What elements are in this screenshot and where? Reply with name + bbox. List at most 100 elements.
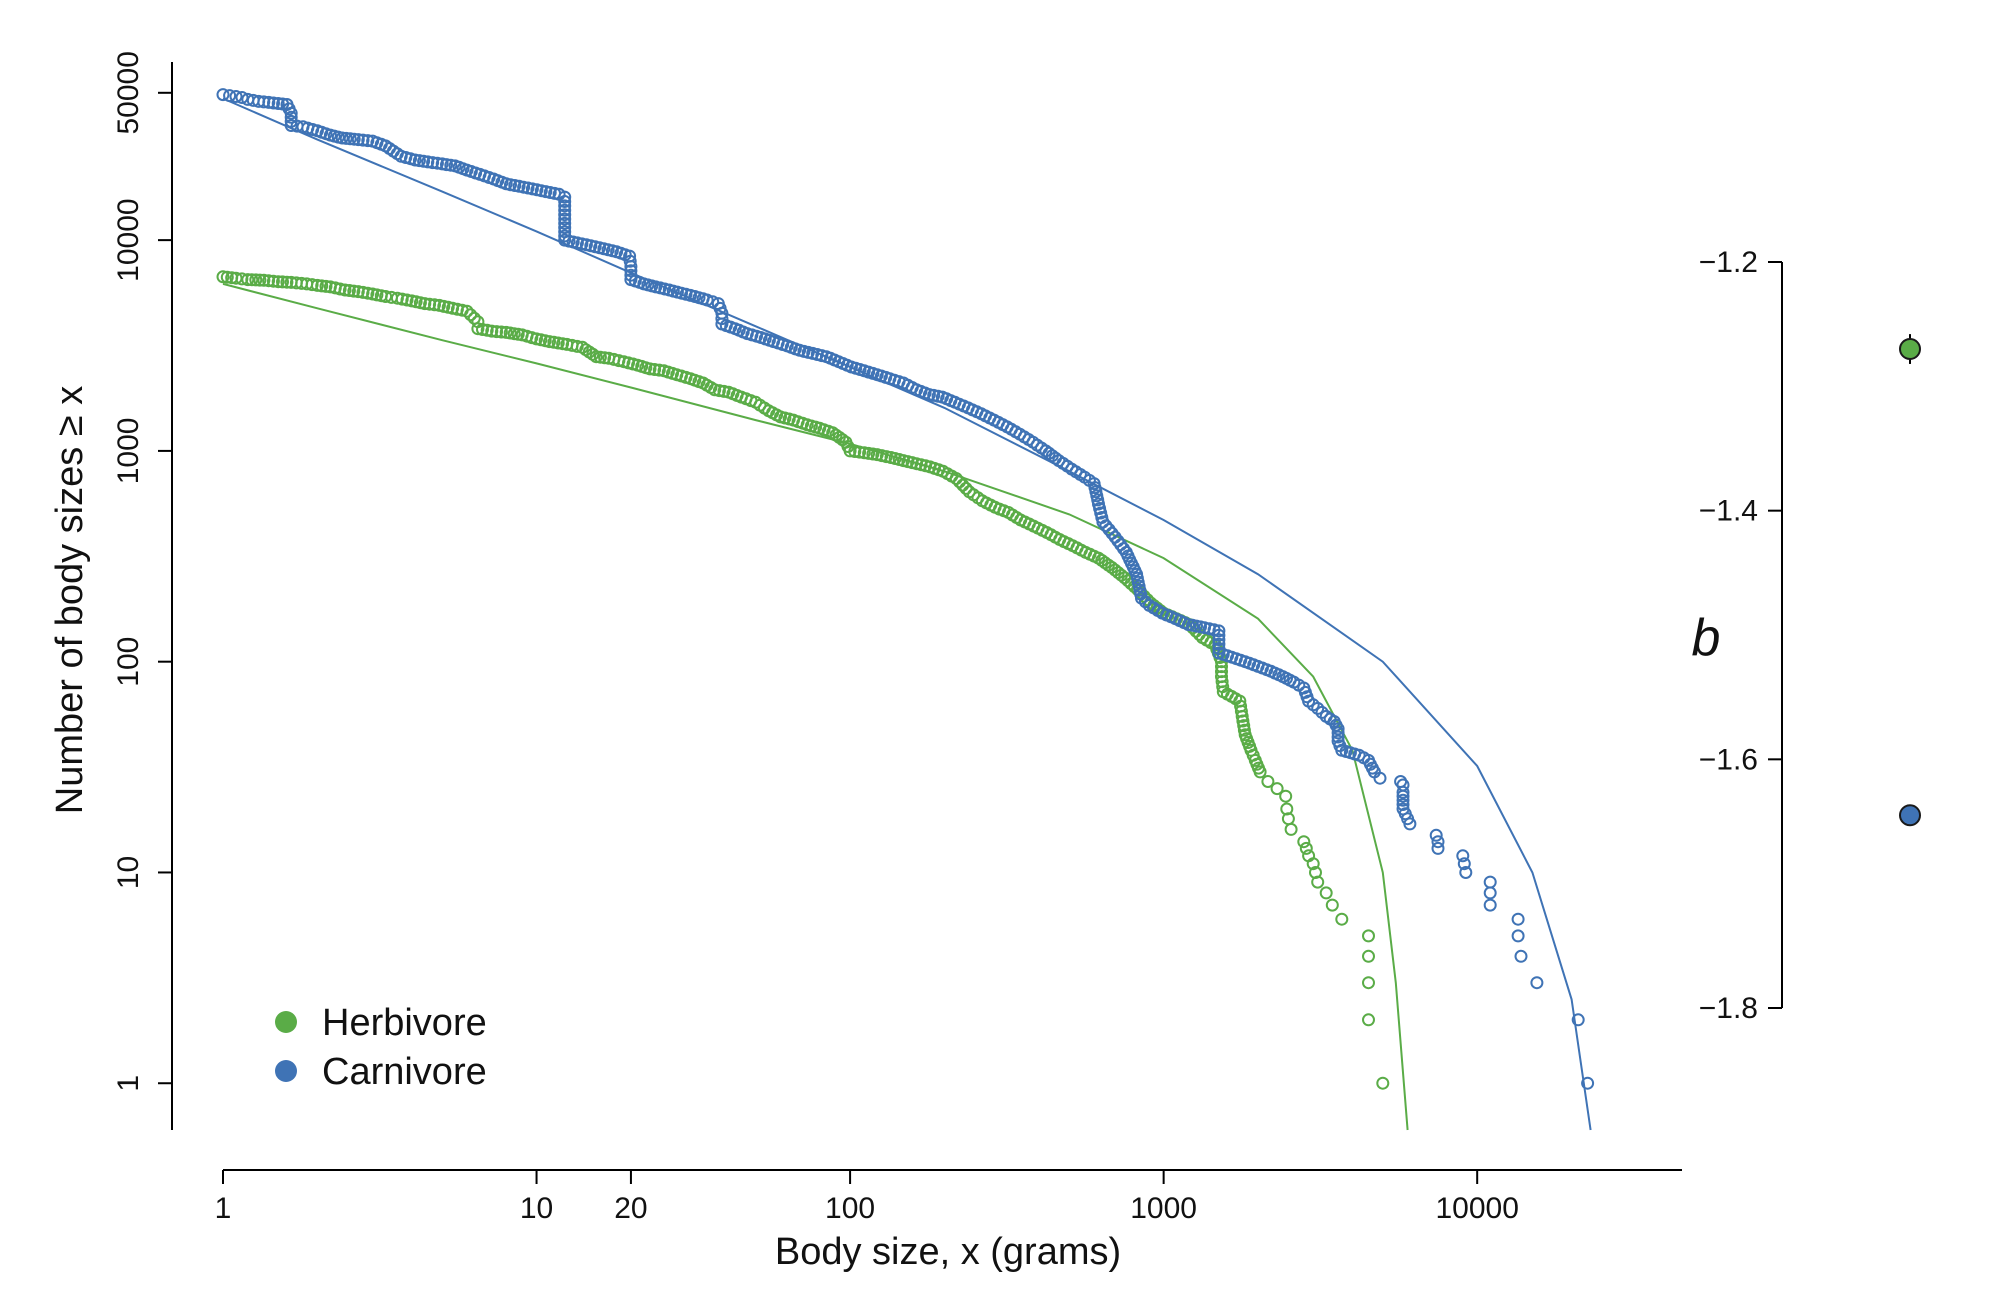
data-point-herbivore (310, 278, 324, 292)
data-point-carnivore (1431, 841, 1445, 855)
data-point-herbivore (464, 308, 478, 322)
y-tick-label: 10000 (112, 198, 145, 281)
data-point-carnivore (223, 89, 237, 103)
data-point-carnivore (1331, 730, 1345, 744)
data-point-herbivore (717, 384, 731, 398)
y-tick-label: 100 (112, 637, 145, 687)
data-point-carnivore (1135, 591, 1148, 605)
data-point-herbivore (361, 286, 375, 300)
y-axis-title: Number of body sizes ≥ x (49, 386, 91, 814)
data-point-carnivore (1396, 785, 1410, 799)
data-point-herbivore (1306, 857, 1320, 871)
data-point-carnivore (440, 158, 453, 172)
data-point-herbivore (857, 446, 871, 460)
data-point-herbivore (418, 297, 432, 311)
data-point-carnivore (284, 106, 298, 120)
data-point-herbivore (249, 273, 263, 287)
data-point-herbivore (305, 278, 319, 292)
data-point-herbivore (652, 363, 666, 377)
data-point-herbivore (494, 325, 508, 339)
data-point-carnivore (558, 190, 572, 204)
data-point-herbivore (356, 285, 370, 299)
data-point-carnivore (1511, 912, 1525, 926)
data-point-herbivore (643, 362, 657, 376)
data-point-herbivore (848, 445, 862, 458)
data-point-herbivore (379, 290, 393, 303)
y-tick-label: 1 (112, 1075, 145, 1092)
data-point-carnivore (558, 199, 572, 213)
data-point-herbivore (598, 351, 612, 365)
data-point-herbivore (262, 274, 276, 288)
y-tick-label: 50000 (112, 51, 145, 134)
data-point-herbivore (862, 446, 876, 460)
data-point-carnivore (421, 155, 435, 169)
legend-label-herbivore: Herbivore (322, 1002, 487, 1044)
b-tick-label: −1.2 (1699, 246, 1758, 279)
data-point-herbivore (315, 279, 329, 293)
data-point-herbivore (241, 273, 255, 287)
data-point-carnivore (1396, 789, 1410, 803)
y-tick-label: 10 (112, 856, 145, 889)
data-point-herbivore (1335, 912, 1349, 926)
data-point-carnivore (1315, 705, 1329, 719)
b-axis-ticks: −1.2 −1.4 −1.6 −1.8 (1699, 246, 1782, 1025)
data-point-carnivore (558, 216, 572, 230)
data-point-carnivore (1403, 817, 1417, 831)
data-point-carnivore (267, 96, 280, 110)
data-point-herbivore (1279, 789, 1293, 803)
data-point-herbivore (959, 481, 973, 495)
data-point-herbivore (1253, 765, 1267, 779)
data-point-herbivore (220, 270, 234, 284)
data-point-carnivore (1514, 949, 1528, 963)
data-point-herbivore (1236, 714, 1250, 728)
data-point-herbivore (266, 274, 280, 288)
b-point-carnivore (1899, 804, 1921, 827)
data-point-herbivore (1270, 782, 1284, 796)
data-point-carnivore (1483, 886, 1497, 900)
main-plot: 1 10 20 100 1000 10000 1 10 100 1000 10000 50000 B… (49, 51, 1682, 1273)
data-point-herbivore (949, 472, 963, 485)
data-point-carnivore (1212, 633, 1226, 647)
legend-marker-herbivore (275, 1011, 297, 1033)
data-points (216, 88, 1595, 1090)
data-point-herbivore (712, 384, 726, 398)
data-point-carnivore (1571, 1013, 1585, 1027)
data-point-carnivore (1457, 857, 1471, 871)
data-point-herbivore (708, 383, 722, 397)
data-point-carnivore (1459, 866, 1473, 879)
data-point-herbivore (480, 323, 494, 337)
data-point-herbivore (235, 272, 249, 286)
data-point-carnivore (284, 110, 298, 124)
data-point-carnivore (257, 95, 271, 109)
data-point-herbivore (490, 325, 504, 339)
data-point-carnivore (351, 133, 365, 147)
data-point-herbivore (423, 297, 437, 311)
x-axis-title: Body size, x (grams) (775, 1231, 1121, 1273)
data-point-carnivore (1483, 875, 1497, 889)
data-point-carnivore (1138, 595, 1152, 609)
data-point-carnivore (558, 212, 572, 226)
fit-line-carnivore (222, 97, 1592, 1131)
data-point-herbivore (1237, 719, 1251, 733)
data-point-carnivore (558, 221, 572, 235)
data-point-carnivore (558, 203, 572, 217)
data-point-carnivore (1530, 976, 1544, 990)
data-point-carnivore (216, 88, 230, 102)
x-tick-label: 100 (825, 1192, 875, 1225)
x-tick-label: 1000 (1130, 1192, 1197, 1225)
x-tick-label: 10 (520, 1192, 553, 1225)
data-point-herbivore (589, 350, 603, 364)
data-point-carnivore (356, 133, 370, 147)
y-axis-ticks: 1 10 100 1000 10000 50000 (112, 51, 172, 1092)
data-point-carnivore (430, 156, 444, 170)
data-point-carnivore (624, 260, 638, 273)
data-point-herbivore (1319, 886, 1333, 900)
b-panel: −1.2 −1.4 −1.6 −1.8 b (1692, 246, 1921, 1025)
data-point-herbivore (395, 292, 409, 306)
data-point-carnivore (1431, 835, 1445, 849)
data-point-carnivore (1331, 722, 1345, 736)
data-point-carnivore (1483, 898, 1497, 912)
data-point-herbivore (1297, 835, 1311, 849)
data-point-carnivore (229, 90, 243, 103)
b-estimates (1899, 334, 1921, 827)
